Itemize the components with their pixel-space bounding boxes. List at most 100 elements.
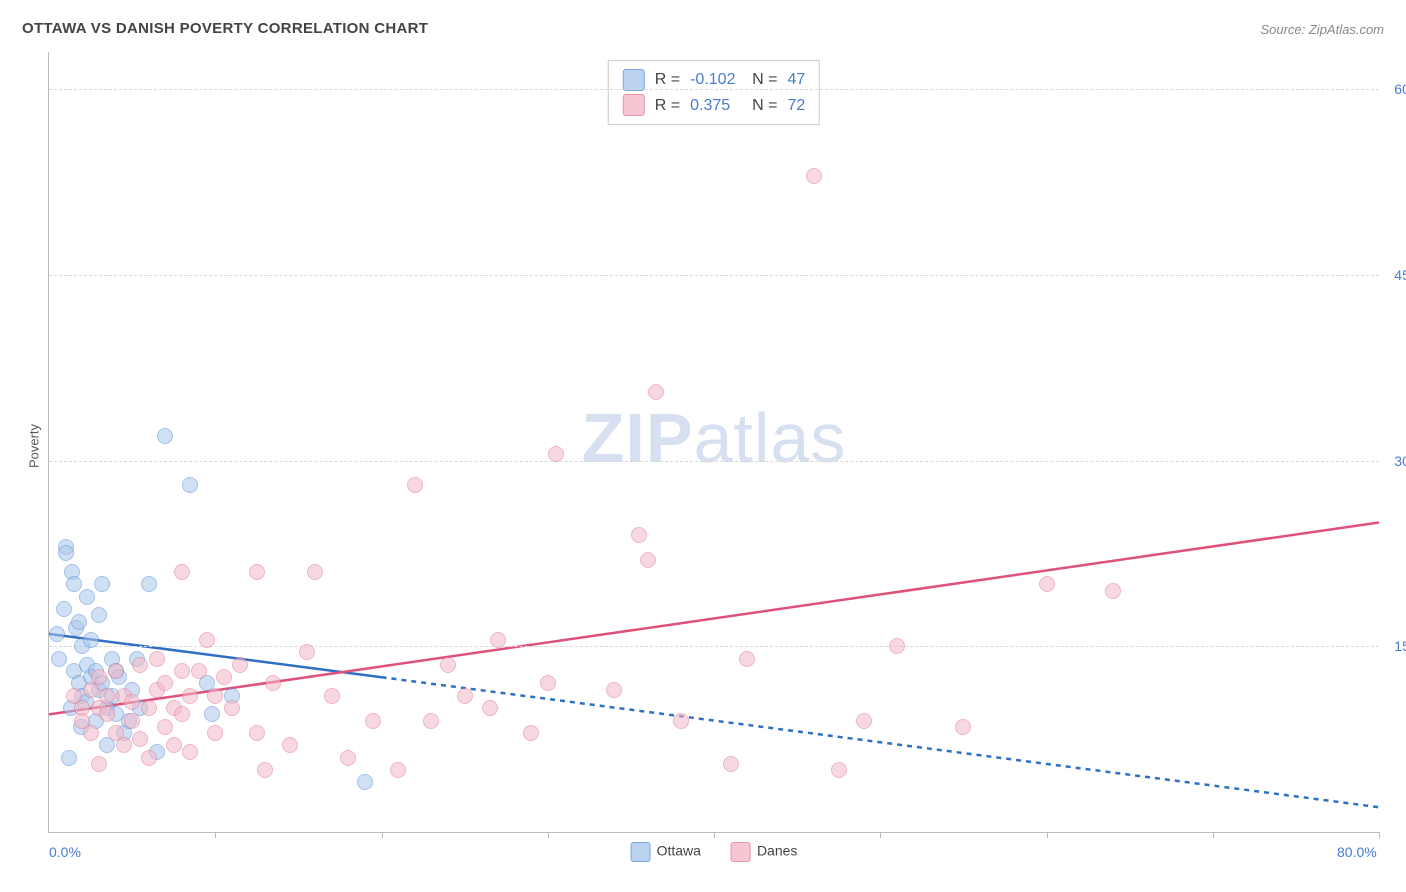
data-point: [224, 700, 240, 716]
data-point: [232, 657, 248, 673]
legend-swatch: [623, 69, 645, 91]
data-point: [61, 750, 77, 766]
x-tick: [880, 832, 881, 838]
data-point: [249, 564, 265, 580]
data-point: [51, 651, 67, 667]
data-point: [1039, 576, 1055, 592]
legend-r-value: 0.375: [690, 93, 742, 119]
data-point: [548, 446, 564, 462]
data-point: [94, 576, 110, 592]
data-point: [141, 700, 157, 716]
data-point: [204, 706, 220, 722]
data-point: [157, 719, 173, 735]
source-label: Source: ZipAtlas.com: [1260, 22, 1384, 37]
data-point: [606, 682, 622, 698]
data-point: [141, 750, 157, 766]
y-tick-label: 30.0%: [1394, 453, 1406, 469]
gridline: [49, 89, 1379, 90]
data-point: [124, 713, 140, 729]
data-point: [99, 688, 115, 704]
data-point: [257, 762, 273, 778]
x-tick: [1213, 832, 1214, 838]
data-point: [282, 737, 298, 753]
data-point: [648, 384, 664, 400]
x-tick: [215, 832, 216, 838]
data-point: [889, 638, 905, 654]
y-tick-label: 15.0%: [1394, 638, 1406, 654]
data-point: [357, 774, 373, 790]
x-tick: [382, 832, 383, 838]
data-point: [407, 477, 423, 493]
data-point: [157, 675, 173, 691]
data-point: [132, 657, 148, 673]
data-point: [723, 756, 739, 772]
data-point: [423, 713, 439, 729]
data-point: [739, 651, 755, 667]
data-point: [340, 750, 356, 766]
data-point: [174, 663, 190, 679]
data-point: [523, 725, 539, 741]
data-point: [856, 713, 872, 729]
data-point: [99, 706, 115, 722]
legend-n-label: N =: [752, 93, 777, 119]
y-tick-label: 60.0%: [1394, 81, 1406, 97]
data-point: [56, 601, 72, 617]
data-point: [149, 651, 165, 667]
legend-row: R =0.375N =72: [623, 93, 805, 119]
data-point: [482, 700, 498, 716]
data-point: [207, 688, 223, 704]
data-point: [182, 477, 198, 493]
data-point: [71, 614, 87, 630]
legend-item: Ottawa: [631, 842, 701, 862]
data-point: [79, 589, 95, 605]
gridline: [49, 275, 1379, 276]
data-point: [440, 657, 456, 673]
legend-swatch: [623, 94, 645, 116]
correlation-legend: R =-0.102N =47R =0.375N =72: [608, 60, 820, 125]
data-point: [58, 545, 74, 561]
data-point: [174, 564, 190, 580]
data-point: [631, 527, 647, 543]
data-point: [673, 713, 689, 729]
legend-item: Danes: [731, 842, 797, 862]
data-point: [83, 632, 99, 648]
legend-label: Danes: [757, 843, 797, 859]
data-point: [132, 731, 148, 747]
data-point: [191, 663, 207, 679]
data-point: [365, 713, 381, 729]
legend-label: Ottawa: [657, 843, 701, 859]
y-axis-label: Poverty: [27, 424, 42, 468]
data-point: [199, 632, 215, 648]
x-tick: [714, 832, 715, 838]
data-point: [540, 675, 556, 691]
gridline: [49, 646, 1379, 647]
data-point: [141, 576, 157, 592]
scatter-plot: ZIPatlas R =-0.102N =47R =0.375N =72 Ott…: [48, 52, 1379, 833]
data-point: [91, 607, 107, 623]
data-point: [66, 576, 82, 592]
data-point: [955, 719, 971, 735]
data-point: [91, 756, 107, 772]
x-tick: [548, 832, 549, 838]
data-point: [216, 669, 232, 685]
x-tick-label: 0.0%: [49, 844, 81, 860]
data-point: [166, 737, 182, 753]
chart-title: OTTAWA VS DANISH POVERTY CORRELATION CHA…: [22, 20, 428, 37]
trend-lines-layer: [49, 52, 1379, 832]
data-point: [324, 688, 340, 704]
data-point: [116, 737, 132, 753]
data-point: [265, 675, 281, 691]
trend-line: [382, 677, 1380, 807]
data-point: [299, 644, 315, 660]
data-point: [108, 663, 124, 679]
data-point: [182, 688, 198, 704]
data-point: [806, 168, 822, 184]
data-point: [307, 564, 323, 580]
data-point: [1105, 583, 1121, 599]
x-tick: [1379, 832, 1380, 838]
data-point: [157, 428, 173, 444]
data-point: [83, 725, 99, 741]
data-point: [457, 688, 473, 704]
data-point: [174, 706, 190, 722]
legend-swatch: [731, 842, 751, 862]
